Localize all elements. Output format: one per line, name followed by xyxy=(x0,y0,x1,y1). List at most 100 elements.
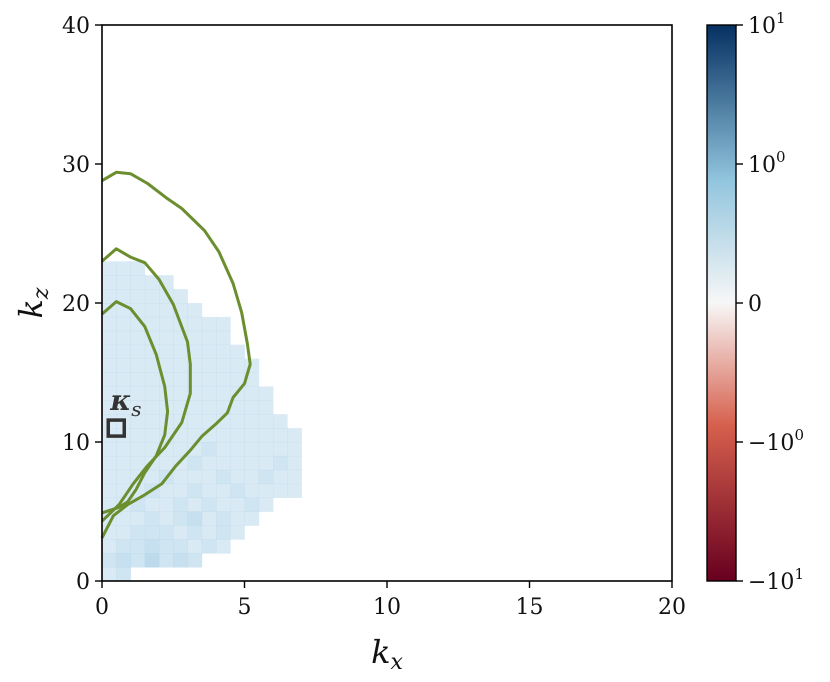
heatmap-cell xyxy=(258,428,274,443)
heatmap-cell xyxy=(130,289,146,304)
heatmap-cell xyxy=(216,455,231,471)
heatmap-cell xyxy=(258,497,274,512)
heatmap-cell xyxy=(102,539,117,554)
heatmap-cell xyxy=(130,442,146,457)
heatmap-cell xyxy=(116,442,131,457)
heatmap-cell xyxy=(244,497,260,512)
heatmap-cell xyxy=(173,442,188,457)
heatmap-cell xyxy=(130,553,146,568)
heatmap-cell xyxy=(173,358,188,373)
heatmap-cell xyxy=(230,400,245,415)
heatmap-cell xyxy=(216,330,231,346)
kappa-s-label: κs xyxy=(109,384,141,421)
heatmap-cell xyxy=(244,400,260,415)
y-tick-label: 40 xyxy=(62,14,90,39)
kappa-symbol: κ xyxy=(109,384,131,417)
heatmap-cell xyxy=(102,400,117,415)
heatmap-cell xyxy=(159,344,174,359)
heatmap-cell xyxy=(144,553,160,568)
heatmap-cell xyxy=(258,442,274,457)
heatmap-cell xyxy=(116,511,131,526)
heatmap-cell xyxy=(216,442,231,457)
heatmap-cell xyxy=(273,414,288,429)
x-tick-label: 0 xyxy=(95,595,109,620)
heatmap-cell xyxy=(230,525,245,540)
heatmap-cell xyxy=(216,483,231,498)
heatmap-cell xyxy=(173,372,188,387)
heatmap-cell xyxy=(144,358,160,373)
heatmap-cell xyxy=(187,483,203,498)
heatmap-cell xyxy=(230,455,245,471)
heatmap-cell xyxy=(130,358,146,373)
heatmap-cell xyxy=(187,525,203,540)
heatmap-cell xyxy=(244,483,260,498)
heatmap-cell xyxy=(102,316,117,332)
heatmap-cell xyxy=(130,386,146,401)
heatmap-cell xyxy=(273,442,288,457)
heatmap-cell xyxy=(116,316,131,332)
heatmap-cell xyxy=(187,344,203,359)
heatmap-cell xyxy=(216,344,231,359)
heatmap-cell xyxy=(130,400,146,415)
heatmap-cell xyxy=(173,289,188,304)
heatmap-cell xyxy=(130,330,146,346)
heatmap-cell xyxy=(201,344,217,359)
y-tick-label: 30 xyxy=(62,153,90,178)
heatmap-cell xyxy=(144,428,160,443)
x-axis: 0 5 10 15 20 xyxy=(95,581,686,620)
heatmap-cell xyxy=(287,469,302,485)
heatmap-cell xyxy=(173,497,188,512)
heatmap-cell xyxy=(130,344,146,359)
heatmap-cell xyxy=(187,553,203,568)
heatmap-cell xyxy=(273,483,288,498)
heatmap-cell xyxy=(244,455,260,471)
heatmap-cell xyxy=(258,400,274,415)
x-title-base: k xyxy=(371,633,390,671)
heatmap-cell xyxy=(102,303,117,318)
contour-line-2 xyxy=(100,247,192,523)
contour-lines xyxy=(100,170,252,539)
heatmap-cell xyxy=(244,386,260,401)
heatmap-cell xyxy=(187,414,203,429)
heatmap-cell xyxy=(116,372,131,387)
heatmap-cell xyxy=(244,358,260,373)
heatmap-cell xyxy=(144,372,160,387)
heatmap-cell xyxy=(258,386,274,401)
heatmap-cell xyxy=(173,483,188,498)
heatmap-cell xyxy=(102,289,117,304)
heatmap-cell xyxy=(159,330,174,346)
x-tick-label: 10 xyxy=(373,595,401,620)
heatmap-cell xyxy=(116,275,131,290)
heatmap-cell xyxy=(201,316,217,332)
heatmap-cell xyxy=(130,428,146,443)
heatmap-cell xyxy=(144,469,160,485)
heatmap-cell xyxy=(216,358,231,373)
y-tick-label: 10 xyxy=(62,431,90,456)
heatmap-cell xyxy=(116,330,131,346)
heatmap-cell xyxy=(102,442,117,457)
heatmap-cell xyxy=(130,455,146,471)
heatmap-cell xyxy=(144,525,160,540)
contour-line-1 xyxy=(101,300,170,515)
heatmap-cell xyxy=(244,469,260,485)
heatmap-cell xyxy=(116,455,131,471)
heatmap-cell xyxy=(230,483,245,498)
heatmap-cell xyxy=(201,525,217,540)
heatmap-cell xyxy=(144,316,160,332)
colorbar-tick-label: 0 xyxy=(748,292,762,317)
heatmap-cell xyxy=(173,539,188,554)
heatmap-cell xyxy=(258,455,274,471)
heatmap-cell xyxy=(216,539,231,554)
heatmap-cell xyxy=(173,344,188,359)
heatmap-cell xyxy=(258,414,274,429)
heatmap-cell xyxy=(144,497,160,512)
heatmap-cell xyxy=(173,525,188,540)
y-axis-title: kz xyxy=(12,287,54,318)
heatmap-cell xyxy=(144,511,160,526)
heatmap-cell xyxy=(230,372,245,387)
heatmap-cell xyxy=(116,261,131,276)
heatmap-cell xyxy=(130,372,146,387)
heatmap-cell xyxy=(258,483,274,498)
heatmap-cell xyxy=(102,455,117,471)
